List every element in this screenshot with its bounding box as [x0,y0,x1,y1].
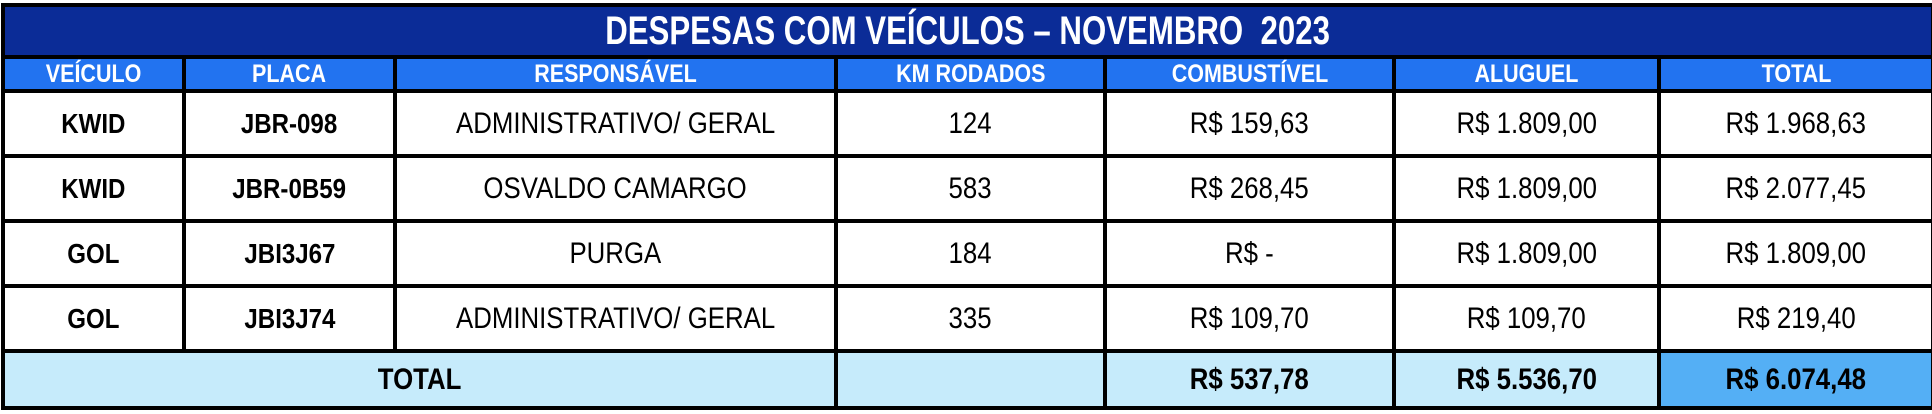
totals-label: TOTAL [377,362,462,396]
cell-km-rodados: 124 [834,89,1107,158]
totals-row: TOTAL R$ 537,78 R$ 5.536,70 R$ 6.074,48 [1,349,1932,410]
combustivel-value: R$ - [1225,236,1274,270]
column-header-total-label: TOTAL [1761,59,1831,88]
veiculo-value: KWID [61,107,126,139]
aluguel-value: R$ 1.809,00 [1456,171,1597,205]
cell-placa: JBI3J74 [182,284,397,353]
placa-value: JBR-098 [241,107,338,139]
aluguel-value: R$ 1.809,00 [1456,236,1597,270]
column-header-placa-label: PLACA [252,59,327,88]
responsavel-value: ADMINISTRATIVO/ GERAL [455,301,776,335]
cell-placa: JBR-0B59 [182,154,397,223]
veiculo-value: GOL [67,237,120,269]
cell-total: R$ 1.968,63 [1656,89,1932,158]
veiculo-value: KWID [61,172,126,204]
totals-label-cell: TOTAL [1,349,838,410]
responsavel-value: ADMINISTRATIVO/ GERAL [455,106,776,140]
totals-km-cell [834,349,1107,410]
total-value: R$ 1.809,00 [1725,236,1867,270]
column-header-km-rodados: KM RODADOS [834,55,1107,93]
column-header-km-rodados-label: KM RODADOS [895,59,1046,88]
total-value: R$ 1.968,63 [1725,106,1867,140]
column-header-responsavel-label: RESPONSÁVEL [534,59,697,88]
vehicle-expense-table: DESPESAS COM VEÍCULOS – NOVEMBRO 2023 VE… [0,3,1932,410]
responsavel-value: OSVALDO CAMARGO [483,171,748,205]
aluguel-value: R$ 1.809,00 [1456,106,1597,140]
totals-combustivel-value: R$ 537,78 [1189,362,1310,396]
grand-total-cell: R$ 6.074,48 [1656,349,1932,410]
title-row: DESPESAS COM VEÍCULOS – NOVEMBRO 2023 [0,3,1932,59]
table-row: KWID JBR-098 ADMINISTRATIVO/ GERAL 124 R… [1,89,1932,158]
column-header-aluguel: ALUGUEL [1392,55,1661,93]
cell-km-rodados: 583 [834,154,1107,223]
aluguel-value: R$ 109,70 [1466,301,1587,335]
combustivel-value: R$ 268,45 [1189,171,1310,205]
totals-aluguel-cell: R$ 5.536,70 [1392,349,1661,410]
cell-total: R$ 2.077,45 [1656,154,1932,223]
cell-combustivel: R$ - [1103,219,1396,288]
km-value: 335 [948,301,993,335]
cell-veiculo: GOL [1,219,186,288]
placa-value: JBR-0B59 [232,172,347,204]
cell-total: R$ 219,40 [1656,284,1932,353]
totals-combustivel-cell: R$ 537,78 [1103,349,1396,410]
cell-placa: JBR-098 [182,89,397,158]
column-header-combustivel: COMBUSTÍVEL [1103,55,1396,93]
cell-aluguel: R$ 1.809,00 [1392,89,1661,158]
km-value: 124 [948,106,993,140]
cell-combustivel: R$ 268,45 [1103,154,1396,223]
cell-aluguel: R$ 1.809,00 [1392,219,1661,288]
column-header-veiculo-label: VEÍCULO [45,59,142,88]
cell-aluguel: R$ 109,70 [1392,284,1661,353]
cell-total: R$ 1.809,00 [1656,219,1932,288]
cell-responsavel: OSVALDO CAMARGO [393,154,838,223]
cell-combustivel: R$ 159,63 [1103,89,1396,158]
cell-aluguel: R$ 1.809,00 [1392,154,1661,223]
veiculo-value: GOL [67,302,120,334]
column-header-placa: PLACA [182,55,397,93]
column-header-responsavel: RESPONSÁVEL [393,55,838,93]
column-header-aluguel-label: ALUGUEL [1474,59,1579,88]
table-row: GOL JBI3J74 ADMINISTRATIVO/ GERAL 335 R$… [1,284,1932,353]
responsavel-value: PURGA [569,236,662,270]
column-header-row: VEÍCULO PLACA RESPONSÁVEL KM RODADOS COM… [1,55,1932,93]
cell-veiculo: GOL [1,284,186,353]
total-value: R$ 219,40 [1736,301,1856,335]
cell-km-rodados: 335 [834,284,1107,353]
cell-responsavel: ADMINISTRATIVO/ GERAL [393,284,838,353]
km-value: 184 [948,236,993,270]
cell-responsavel: ADMINISTRATIVO/ GERAL [393,89,838,158]
km-value: 583 [948,171,993,205]
combustivel-value: R$ 159,63 [1189,106,1310,140]
placa-value: JBI3J67 [243,237,336,269]
total-value: R$ 2.077,45 [1725,171,1867,205]
placa-value: JBI3J74 [243,302,336,334]
cell-km-rodados: 184 [834,219,1107,288]
cell-veiculo: KWID [1,154,186,223]
combustivel-value: R$ 109,70 [1189,301,1310,335]
totals-aluguel-value: R$ 5.536,70 [1456,362,1597,396]
table-row: GOL JBI3J67 PURGA 184 R$ - R$ 1.809,00 R… [1,219,1932,288]
column-header-combustivel-label: COMBUSTÍVEL [1171,59,1328,88]
page-title: DESPESAS COM VEÍCULOS – NOVEMBRO 2023 [0,3,1932,59]
grand-total-value: R$ 6.074,48 [1725,362,1867,396]
table-row: KWID JBR-0B59 OSVALDO CAMARGO 583 R$ 268… [1,154,1932,223]
column-header-veiculo: VEÍCULO [1,55,186,93]
cell-placa: JBI3J67 [182,219,397,288]
column-header-total: TOTAL [1656,55,1932,93]
cell-veiculo: KWID [1,89,186,158]
page-title-text: DESPESAS COM VEÍCULOS – NOVEMBRO 2023 [605,8,1331,53]
cell-responsavel: PURGA [393,219,838,288]
cell-combustivel: R$ 109,70 [1103,284,1396,353]
